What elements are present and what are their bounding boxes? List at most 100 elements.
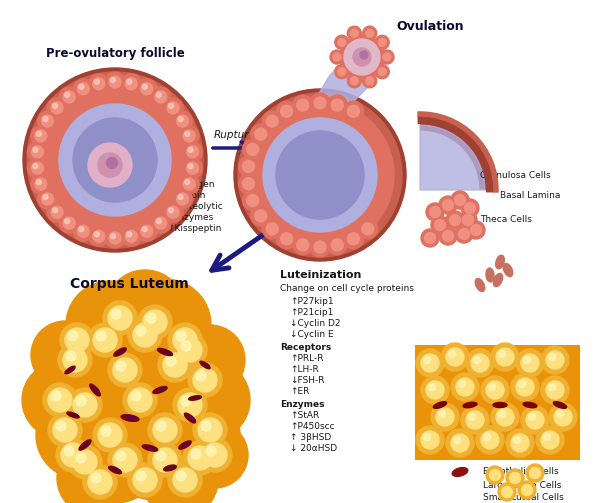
Circle shape [53,208,58,213]
Circle shape [103,301,137,335]
Circle shape [170,360,250,440]
Circle shape [314,97,326,109]
Circle shape [297,99,309,111]
Circle shape [68,445,102,479]
Circle shape [79,227,84,232]
Circle shape [536,426,564,454]
Circle shape [431,403,459,431]
Circle shape [360,51,368,59]
Circle shape [28,142,47,162]
Circle shape [51,102,63,114]
Text: ↑LH-R: ↑LH-R [290,365,319,374]
Text: ↑FSH: ↑FSH [167,169,192,178]
Circle shape [347,74,361,88]
Circle shape [168,323,202,357]
Circle shape [496,408,514,426]
Circle shape [94,79,99,84]
Circle shape [281,233,293,245]
Text: ↑Kisspeptin: ↑Kisspeptin [167,224,221,233]
Wedge shape [420,125,485,190]
Circle shape [439,227,457,245]
Circle shape [446,211,464,229]
Circle shape [127,232,132,237]
Circle shape [338,68,346,75]
Circle shape [60,323,94,357]
Circle shape [23,68,207,252]
Ellipse shape [164,465,176,471]
Circle shape [176,331,186,341]
Circle shape [380,50,394,64]
Circle shape [198,418,222,442]
Circle shape [347,233,359,245]
Circle shape [105,400,205,500]
Circle shape [335,35,349,49]
Circle shape [554,408,572,426]
Circle shape [31,146,43,158]
Circle shape [91,473,101,483]
Circle shape [347,26,361,40]
Circle shape [247,143,259,155]
Circle shape [446,348,464,366]
Circle shape [88,323,122,357]
Circle shape [206,446,216,456]
Circle shape [105,72,125,92]
Circle shape [511,434,529,452]
Circle shape [526,411,544,429]
Circle shape [434,219,445,230]
Text: Endothelial Cells: Endothelial Cells [483,467,559,476]
Circle shape [47,202,67,222]
Circle shape [454,437,461,444]
Circle shape [263,118,377,232]
Circle shape [63,348,87,372]
Circle shape [142,84,147,89]
Circle shape [48,388,72,412]
Circle shape [35,178,47,190]
Ellipse shape [184,413,196,423]
Circle shape [88,143,132,187]
Ellipse shape [553,402,566,408]
Circle shape [486,381,504,399]
Circle shape [521,354,539,372]
Circle shape [36,391,124,479]
Circle shape [421,354,439,372]
Circle shape [509,472,521,483]
Circle shape [35,80,195,240]
Circle shape [56,421,66,431]
Circle shape [33,147,38,152]
Circle shape [421,431,439,449]
Circle shape [446,429,474,457]
Circle shape [530,467,541,478]
Circle shape [41,115,53,127]
Circle shape [439,196,457,214]
Ellipse shape [153,386,167,393]
Circle shape [105,270,185,350]
Text: ↑ 3βHSD: ↑ 3βHSD [290,433,331,442]
Circle shape [491,343,519,371]
Circle shape [188,163,193,169]
Text: Follicular Fluid: Follicular Fluid [280,190,350,200]
Circle shape [176,115,188,127]
Circle shape [277,229,296,249]
Circle shape [179,174,199,194]
Ellipse shape [169,466,175,469]
Circle shape [251,206,271,226]
Circle shape [451,434,469,452]
Circle shape [198,438,232,472]
Circle shape [421,229,439,247]
Circle shape [107,157,118,169]
Circle shape [378,68,386,75]
Circle shape [242,160,254,173]
Circle shape [459,211,477,229]
Circle shape [127,79,132,84]
Circle shape [424,357,431,364]
Circle shape [546,351,564,369]
Circle shape [143,310,167,334]
Circle shape [281,105,293,117]
Circle shape [136,471,146,481]
Text: ↓Cyclin E: ↓Cyclin E [290,330,334,339]
Circle shape [65,219,70,224]
Circle shape [491,403,519,431]
Circle shape [247,195,259,207]
Circle shape [94,232,99,237]
Circle shape [375,65,389,78]
